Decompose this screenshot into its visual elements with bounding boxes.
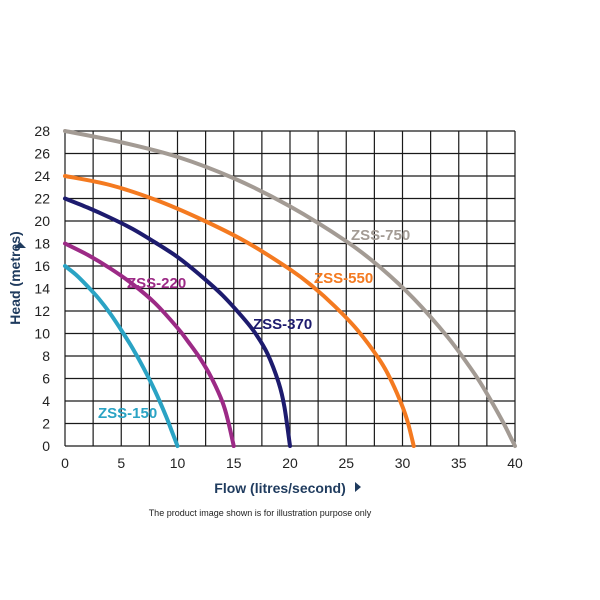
x-tick-label: 25	[338, 455, 354, 471]
x-tick-label: 0	[61, 455, 69, 471]
x-tick-label: 40	[507, 455, 523, 471]
y-axis-title-group: Head (metres)	[7, 231, 26, 325]
series-curve-zss-750	[63, 129, 517, 448]
series-label-zss-150: ZSS-150	[98, 405, 157, 422]
y-tick-label: 0	[42, 438, 50, 454]
x-tick-label: 5	[117, 455, 125, 471]
y-tick-label: 14	[34, 281, 50, 297]
series-label-zss-220: ZSS-220	[127, 275, 186, 292]
x-axis-arrow-icon	[355, 482, 361, 492]
series-labels: ZSS-150 ZSS-220 ZSS-370 ZSS-550 ZSS-750	[98, 227, 410, 422]
x-axis-title: Flow (litres/second)	[214, 480, 345, 496]
series-curve-zss-370	[63, 196, 292, 448]
x-tick-label: 30	[395, 455, 411, 471]
y-tick-label: 4	[42, 393, 50, 409]
y-tick-label: 26	[34, 146, 50, 162]
y-tick-label: 12	[34, 303, 50, 319]
y-tick-label: 20	[34, 213, 50, 229]
x-axis-title-group: Flow (litres/second)	[214, 480, 361, 496]
series-curve-zss-550	[63, 174, 416, 448]
y-axis-arrow-icon	[14, 242, 26, 248]
series-curve-zss-220	[63, 241, 236, 448]
x-tick-label: 15	[226, 455, 242, 471]
series-label-zss-370: ZSS-370	[253, 316, 312, 333]
series-curves	[63, 129, 517, 448]
series-curve-zss-150	[63, 264, 180, 448]
y-tick-label: 8	[42, 348, 50, 364]
y-tick-label: 2	[42, 416, 50, 432]
y-tick-label: 6	[42, 371, 50, 387]
y-tick-label: 16	[34, 258, 50, 274]
series-label-zss-550: ZSS-550	[314, 270, 373, 287]
y-axis-title: Head (metres)	[7, 231, 23, 324]
y-tick-label: 10	[34, 326, 50, 342]
x-tick-label: 20	[282, 455, 298, 471]
y-tick-label: 22	[34, 191, 50, 207]
x-tick-label: 35	[451, 455, 467, 471]
y-tick-label: 24	[34, 168, 50, 184]
x-tick-label: 10	[170, 455, 186, 471]
y-tick-label: 28	[34, 123, 50, 139]
footnote: The product image shown is for illustrat…	[148, 508, 372, 518]
y-tick-label: 18	[34, 236, 50, 252]
series-label-zss-750: ZSS-750	[351, 227, 410, 244]
